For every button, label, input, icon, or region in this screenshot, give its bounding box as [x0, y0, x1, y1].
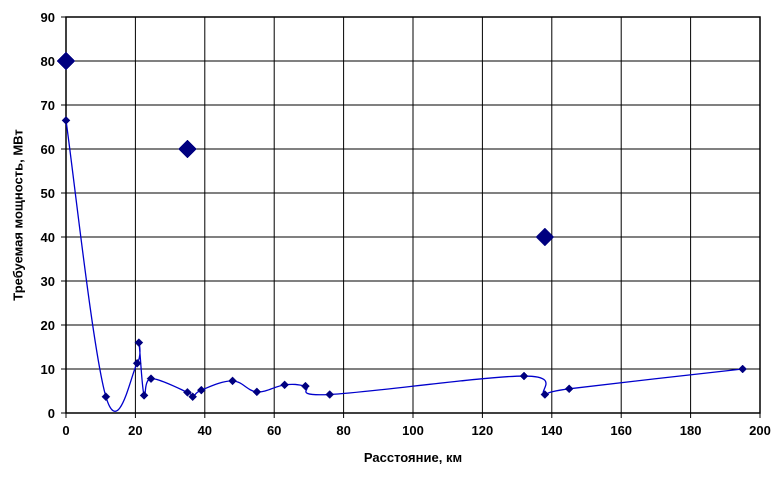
small-diamond-marker — [139, 391, 149, 400]
x-axis-ticks: 0 20 40 60 80 100 120 140 160 180 200 — [62, 413, 771, 438]
x-tick-label: 120 — [472, 423, 494, 438]
x-axis-title: Расстояние, км — [364, 450, 462, 465]
small-diamond-marker — [252, 387, 262, 397]
x-tick-label: 160 — [610, 423, 632, 438]
small-diamond-marker — [188, 392, 198, 402]
large-diamond-marker — [178, 139, 197, 159]
x-tick-label: 100 — [402, 423, 424, 438]
y-tick-label: 10 — [41, 362, 55, 377]
x-tick-label: 40 — [198, 423, 212, 438]
small-diamond-marker — [183, 387, 192, 397]
y-axis-title: Требуемая мощность, МВт — [10, 129, 25, 301]
small-diamond-marker — [325, 390, 335, 399]
small-diamond-marker — [519, 371, 529, 381]
x-tick-label: 0 — [62, 423, 69, 438]
x-tick-label: 140 — [541, 423, 563, 438]
small-diamond-marker — [301, 381, 310, 391]
y-tick-label: 20 — [41, 318, 55, 333]
y-tick-label: 40 — [41, 230, 55, 245]
small-diamond-marker — [738, 364, 748, 374]
small-diamond-marker — [228, 376, 237, 386]
small-diamond-marker — [146, 374, 156, 384]
x-tick-label: 20 — [128, 423, 142, 438]
x-tick-label: 180 — [680, 423, 702, 438]
small-diamond-marker — [564, 384, 574, 394]
x-tick-label: 60 — [267, 423, 281, 438]
small-diamond-marker — [540, 390, 550, 399]
y-tick-label: 90 — [41, 10, 55, 25]
grid — [65, 16, 761, 414]
small-diamond-marker — [61, 116, 71, 125]
data-markers — [56, 51, 748, 402]
small-diamond-marker — [196, 385, 206, 395]
series-line — [65, 120, 743, 412]
y-axis-ticks: 0 10 20 30 40 50 60 70 80 90 — [41, 10, 66, 421]
y-tick-label: 50 — [41, 186, 55, 201]
small-diamond-marker — [134, 338, 144, 347]
y-tick-label: 30 — [41, 274, 55, 289]
x-tick-label: 200 — [749, 423, 771, 438]
small-diamond-marker — [132, 358, 142, 368]
large-diamond-marker — [56, 51, 76, 71]
y-tick-label: 80 — [41, 54, 55, 69]
y-tick-label: 70 — [41, 98, 55, 113]
large-diamond-marker — [535, 227, 555, 247]
x-tick-label: 80 — [336, 423, 350, 438]
small-diamond-marker — [280, 380, 289, 390]
small-diamond-marker — [101, 392, 111, 402]
y-tick-label: 0 — [48, 406, 55, 421]
y-tick-label: 60 — [41, 142, 55, 157]
